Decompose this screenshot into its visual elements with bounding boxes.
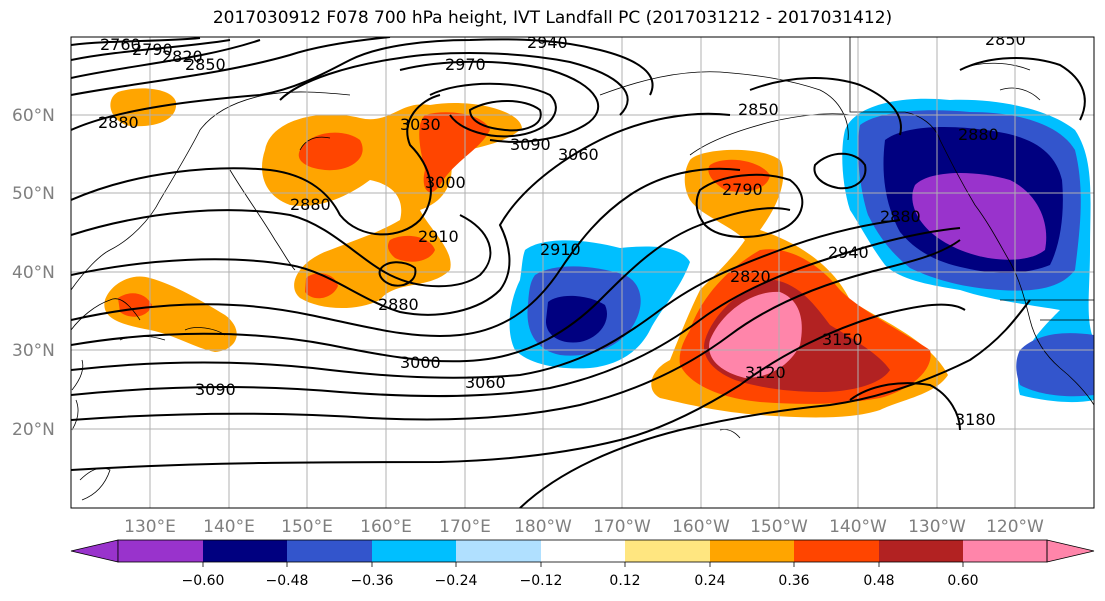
colorbar-label: 0.12: [609, 573, 640, 589]
colorbar-frame: [117, 539, 1048, 563]
contour-label: 2910: [418, 227, 459, 246]
lat-tick-label: 40°N: [12, 263, 55, 283]
colorbar-swatch: [203, 540, 287, 562]
contour-label: 3060: [465, 373, 506, 392]
lon-tick-label: 140°E: [203, 517, 255, 537]
contour-label: 3120: [745, 363, 786, 382]
graticule: [71, 37, 1094, 508]
colorbar-max-extension: [1046, 539, 1095, 563]
contour-label: 3180: [955, 410, 996, 429]
colorbar-swatch: [372, 540, 456, 562]
lat-tick-label: 20°N: [12, 420, 55, 440]
lon-tick-label: 150°W: [750, 517, 808, 537]
colorbar-min-extension: [70, 539, 119, 563]
lon-tick-label: 180°W: [514, 517, 572, 537]
contour-label: 3090: [195, 380, 236, 399]
contour-label: 2880: [958, 125, 999, 144]
contour-label: 2790: [132, 40, 173, 59]
contour-label: 3090: [510, 135, 551, 154]
lat-tick-label: 60°N: [12, 106, 55, 126]
contour-label: 2760: [100, 35, 141, 54]
lon-tick-label: 140°W: [829, 517, 887, 537]
contour-label: 3030: [400, 115, 441, 134]
colorbar-label: −0.24: [435, 573, 478, 589]
lon-tick-label: 130°E: [124, 517, 176, 537]
contour-label: 2940: [527, 33, 568, 52]
height-contours: [71, 37, 1086, 508]
colorbar-label: 0.36: [778, 573, 809, 589]
contour-label: 3150: [822, 330, 863, 349]
colorbar-swatch: [118, 540, 203, 562]
lat-tick-label: 30°N: [12, 341, 55, 361]
colorbar-swatch: [541, 540, 625, 562]
contour-label: 2940: [828, 243, 869, 262]
contour-label: 2820: [730, 267, 771, 286]
lat-tick-labels: 60°N 50°N 40°N 30°N 20°N: [12, 106, 55, 440]
colorbar-swatch: [710, 540, 794, 562]
lon-tick-label: 160°W: [672, 517, 730, 537]
lon-tick-label: 170°W: [593, 517, 651, 537]
colorbar-swatch: [879, 540, 963, 562]
lon-tick-label: 130°W: [908, 517, 966, 537]
contour-label: 3000: [400, 353, 441, 372]
chart-title: 2017030912 F078 700 hPa height, IVT Land…: [212, 8, 893, 28]
contour-label: 3000: [425, 173, 466, 192]
lon-tick-label: 150°E: [281, 517, 333, 537]
contour-label: 2850: [985, 30, 1026, 49]
colorbar-swatch: [287, 540, 372, 562]
colorbar: −0.60 −0.48 −0.36 −0.24 −0.12 0.12 0.24 …: [70, 539, 1095, 589]
lat-tick-label: 50°N: [12, 184, 55, 204]
colorbar-swatch: [794, 540, 879, 562]
contour-label: 2880: [378, 295, 419, 314]
contour-label: 2880: [290, 195, 331, 214]
colorbar-label: −0.48: [266, 573, 309, 589]
contour-label: 3060: [558, 145, 599, 164]
contour-label: 2880: [880, 207, 921, 226]
colorbar-label: −0.60: [182, 573, 225, 589]
contour-label: 2970: [445, 55, 486, 74]
colorbar-label: 0.60: [947, 573, 978, 589]
lon-tick-label: 170°E: [439, 517, 491, 537]
colorbar-swatch: [963, 540, 1047, 562]
contour-label: 2880: [98, 113, 139, 132]
colorbar-label: −0.12: [520, 573, 563, 589]
contour-label: 2850: [185, 55, 226, 74]
colorbar-label: −0.36: [351, 573, 394, 589]
lon-tick-label: 120°W: [986, 517, 1044, 537]
colorbar-swatch: [625, 540, 710, 562]
contour-label: 2910: [540, 240, 581, 259]
contour-label: 2790: [722, 180, 763, 199]
contour-labels: 2760 2790 2820 2850 2880 2940 2970 3030 …: [98, 30, 1026, 429]
colorbar-label: 0.48: [863, 573, 894, 589]
colorbar-swatch: [456, 540, 541, 562]
colorbar-label: 0.24: [694, 573, 725, 589]
map-frame: [70, 36, 1095, 509]
lon-tick-label: 160°E: [360, 517, 412, 537]
contour-label: 2850: [738, 100, 779, 119]
contour-label: 2820: [162, 47, 203, 66]
lon-tick-labels: 130°E 140°E 150°E 160°E 170°E 180°W 170°…: [124, 517, 1044, 537]
